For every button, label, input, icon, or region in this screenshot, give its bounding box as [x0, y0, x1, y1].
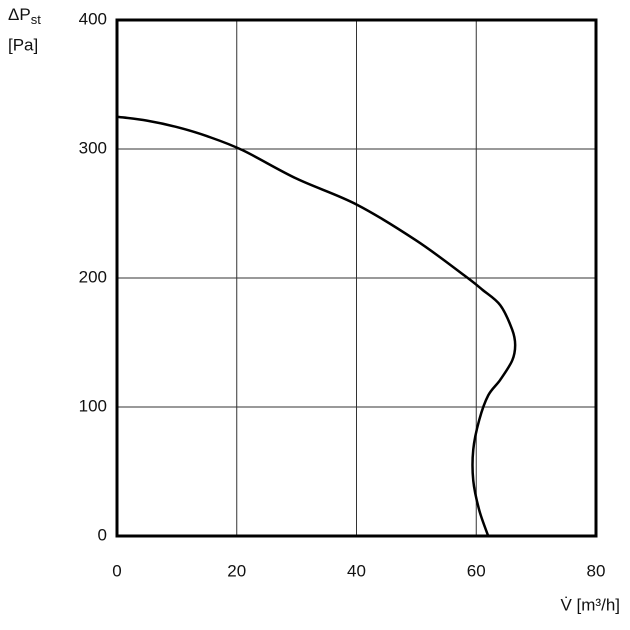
- y-tick-label: 0: [98, 525, 107, 544]
- y-axis-label: ΔPst: [8, 5, 41, 27]
- x-tick-label: 20: [227, 561, 246, 580]
- y-tick-label: 100: [79, 396, 107, 415]
- curve: [116, 115, 517, 537]
- x-tick-label: 0: [112, 561, 121, 580]
- x-tick-label: 40: [347, 561, 366, 580]
- x-tick-label: 80: [587, 561, 606, 580]
- x-axis-label: V̇ [m³/h]: [560, 595, 620, 614]
- y-tick-label: 200: [79, 267, 107, 286]
- x-tick-label: 60: [467, 561, 486, 580]
- plot-frame: [115, 18, 598, 538]
- y-axis-symbol: ΔP: [8, 5, 31, 24]
- y-axis-unit: [Pa]: [8, 35, 38, 54]
- y-axis-subscript: st: [31, 12, 42, 27]
- y-tick-label: 400: [79, 9, 107, 28]
- y-tick-label: 300: [79, 138, 107, 157]
